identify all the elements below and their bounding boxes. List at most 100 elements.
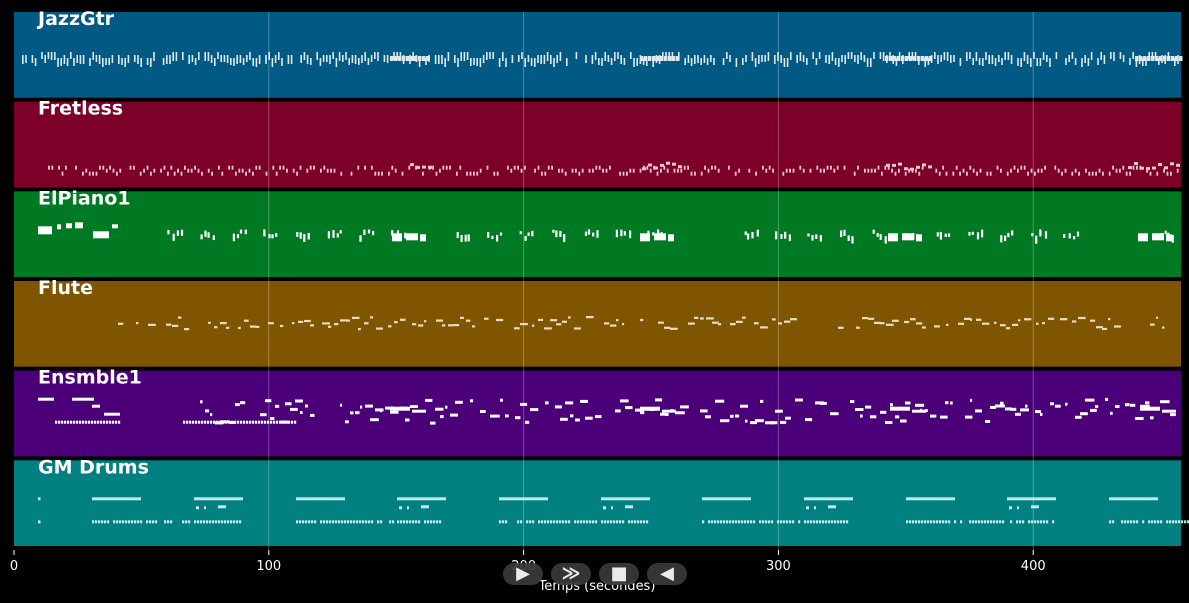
fast-forward-button[interactable]: ≫ (551, 563, 591, 585)
note (565, 520, 568, 524)
note (652, 58, 654, 67)
note (1156, 316, 1159, 319)
note (268, 234, 271, 239)
note (994, 321, 997, 324)
note (79, 420, 82, 424)
note (1000, 168, 1002, 173)
stop-button[interactable]: ■ (599, 563, 639, 585)
note (223, 55, 226, 62)
rewind-button[interactable]: ◀ (647, 563, 687, 585)
note (790, 318, 798, 321)
note (302, 520, 305, 524)
note (476, 171, 479, 176)
note (1102, 327, 1108, 331)
note (905, 401, 911, 405)
note (236, 234, 240, 239)
note (1125, 171, 1128, 176)
note (636, 58, 638, 66)
play-button[interactable]: ▶ (503, 563, 543, 585)
note (460, 52, 462, 61)
note (220, 55, 222, 62)
track-band (14, 460, 1181, 546)
note (841, 55, 843, 62)
note (66, 223, 72, 229)
note (700, 317, 704, 320)
note (418, 56, 422, 61)
note (838, 58, 840, 67)
note (831, 52, 834, 61)
note (741, 520, 744, 524)
note (1175, 520, 1178, 524)
track-flute (14, 281, 1181, 367)
note (370, 418, 379, 422)
note (1175, 56, 1179, 61)
note (996, 520, 999, 524)
note (894, 171, 897, 176)
note (153, 52, 155, 61)
note (595, 520, 598, 524)
note (560, 417, 568, 421)
note (111, 55, 114, 63)
note (186, 420, 189, 424)
note (300, 55, 302, 63)
note (541, 171, 543, 176)
note (924, 58, 926, 67)
note (718, 323, 722, 326)
note (200, 520, 203, 524)
note (396, 230, 400, 235)
note (282, 165, 285, 170)
note (496, 318, 504, 322)
track-gm-drums (14, 460, 1189, 546)
note (780, 420, 787, 424)
note (1122, 55, 1125, 62)
note (770, 421, 778, 425)
note (688, 322, 695, 325)
note (806, 58, 808, 65)
note (1031, 505, 1039, 509)
note (646, 58, 648, 66)
note (945, 171, 948, 176)
note (160, 168, 162, 173)
note (1166, 234, 1172, 242)
note (93, 231, 109, 239)
note (694, 316, 699, 319)
note (1054, 165, 1057, 170)
note (734, 171, 737, 176)
note (1006, 327, 1011, 330)
note (245, 171, 247, 176)
note (1048, 317, 1055, 320)
note (329, 55, 331, 64)
note (397, 497, 446, 501)
note (595, 415, 602, 419)
note (189, 420, 192, 424)
note (102, 165, 105, 170)
note (238, 168, 241, 173)
note (88, 420, 91, 424)
note (204, 52, 206, 61)
note (1154, 52, 1157, 59)
note (412, 409, 426, 413)
note (1036, 322, 1039, 325)
note (208, 321, 211, 324)
note (530, 58, 533, 66)
note (975, 520, 978, 524)
note (726, 520, 729, 524)
note (221, 520, 224, 524)
note (38, 520, 41, 524)
note (66, 58, 69, 66)
note (617, 52, 619, 59)
note (1162, 409, 1176, 413)
note (577, 520, 580, 524)
note (585, 55, 587, 63)
note (104, 412, 120, 416)
track-notes (38, 497, 1189, 524)
note (588, 168, 591, 173)
note (654, 233, 666, 241)
note (677, 168, 679, 173)
note (361, 55, 363, 63)
note (1130, 403, 1136, 407)
note (103, 420, 106, 424)
note (908, 168, 910, 173)
note (420, 234, 426, 242)
note (445, 165, 448, 170)
